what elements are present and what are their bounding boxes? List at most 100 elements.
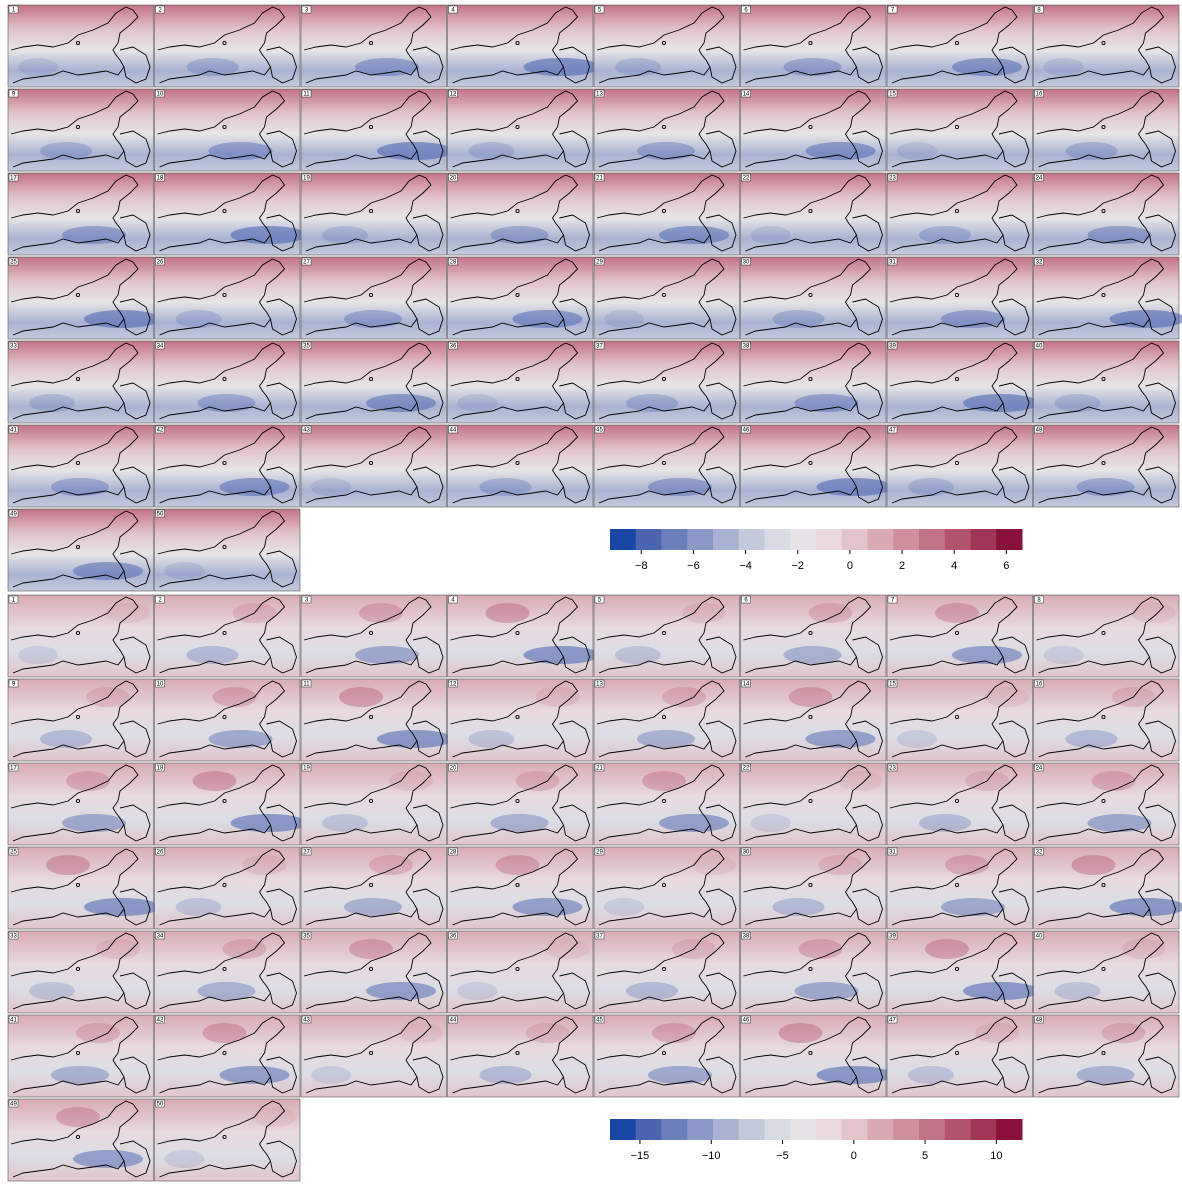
panel-label: 31 bbox=[889, 259, 896, 265]
map-panel: 7 bbox=[887, 5, 1033, 87]
map-panel: 23 bbox=[887, 763, 1033, 845]
colorbar-swatch bbox=[713, 1119, 739, 1140]
map-panel: 13 bbox=[594, 679, 740, 761]
map-panel: 14 bbox=[741, 679, 887, 761]
map-shading bbox=[806, 142, 876, 160]
map-panel: 1 bbox=[8, 5, 154, 87]
map-shading bbox=[18, 58, 58, 76]
map-panel: 24 bbox=[1034, 763, 1180, 845]
colorbar-swatch bbox=[790, 529, 816, 550]
panel-label: 17 bbox=[10, 765, 17, 771]
map-panel: 9 bbox=[8, 679, 154, 761]
map-shading bbox=[399, 1023, 443, 1043]
panel-label: 46 bbox=[743, 427, 750, 433]
map-panel: 7 bbox=[887, 595, 1033, 677]
panel-label: 25 bbox=[10, 849, 17, 855]
panel-label: 22 bbox=[743, 175, 750, 181]
map-shading bbox=[626, 982, 678, 1000]
map-shading bbox=[1055, 982, 1101, 1000]
colorbar-swatch bbox=[816, 1119, 842, 1140]
map-shading bbox=[311, 1066, 351, 1084]
panel-label: 44 bbox=[450, 427, 457, 433]
map-shading bbox=[637, 730, 695, 748]
map-panel: 50 bbox=[155, 509, 301, 591]
map-panel: 40 bbox=[1034, 341, 1180, 423]
panel-label: 41 bbox=[10, 1017, 17, 1023]
map-panel: 35 bbox=[301, 341, 447, 423]
map-panel: 18 bbox=[155, 173, 307, 255]
panel-label: 36 bbox=[450, 343, 457, 349]
panel-label: 29 bbox=[596, 849, 603, 855]
map-shading bbox=[908, 478, 954, 496]
map-panel: 42 bbox=[155, 425, 301, 507]
panel-label: 10 bbox=[157, 681, 164, 687]
map-shading bbox=[40, 730, 92, 748]
map-panel: 38 bbox=[741, 341, 887, 423]
panel-label: 17 bbox=[10, 175, 17, 181]
map-panel: 30 bbox=[741, 847, 887, 929]
panel-label: 45 bbox=[596, 427, 603, 433]
colorbar-tick-label: −4 bbox=[739, 560, 752, 572]
map-shading bbox=[795, 982, 859, 1000]
map-shading bbox=[1072, 855, 1116, 875]
map-panel: 21 bbox=[594, 763, 740, 845]
map-panel: 25 bbox=[8, 847, 160, 929]
map-shading bbox=[751, 814, 791, 832]
colorbar-swatch bbox=[662, 1119, 688, 1140]
colorbar-tick-label: −8 bbox=[635, 560, 648, 572]
panel-label: 31 bbox=[889, 849, 896, 855]
panel-label: 39 bbox=[889, 933, 896, 939]
map-shading bbox=[604, 898, 644, 916]
map-shading bbox=[344, 310, 402, 328]
panel-label: 35 bbox=[303, 343, 310, 349]
map-shading bbox=[29, 394, 75, 412]
colorbar-swatch bbox=[636, 1119, 662, 1140]
map-panel: 8 bbox=[1034, 595, 1180, 677]
panel-label: 26 bbox=[157, 259, 164, 265]
colorbar-swatch bbox=[919, 1119, 945, 1140]
panel-label: 23 bbox=[889, 765, 896, 771]
map-shading bbox=[1044, 58, 1084, 76]
panel-label: 41 bbox=[10, 427, 17, 433]
map-shading bbox=[187, 58, 239, 76]
map-shading bbox=[919, 226, 971, 244]
map-panel: 41 bbox=[8, 1015, 154, 1097]
map-shading bbox=[40, 142, 92, 160]
map-shading bbox=[952, 58, 1022, 76]
map-shading bbox=[355, 646, 419, 664]
panel-label: 48 bbox=[1036, 427, 1043, 433]
map-shading bbox=[198, 394, 256, 412]
map-shading bbox=[486, 603, 530, 623]
colorbar-swatch bbox=[739, 529, 765, 550]
map-shading bbox=[897, 142, 937, 160]
map-panel: 35 bbox=[301, 931, 447, 1013]
map-shading bbox=[536, 687, 580, 707]
map-panel: 12 bbox=[448, 679, 594, 761]
map-shading bbox=[322, 226, 368, 244]
panel-label: 26 bbox=[157, 849, 164, 855]
map-shading bbox=[963, 394, 1039, 412]
panel-label: 49 bbox=[10, 511, 17, 517]
panel-label: 22 bbox=[743, 765, 750, 771]
map-shading bbox=[51, 478, 109, 496]
colorbar-swatch bbox=[996, 1119, 1022, 1140]
colorbar-tick-label: −2 bbox=[791, 560, 804, 572]
map-shading bbox=[366, 394, 436, 412]
map-panel: 16 bbox=[1034, 89, 1180, 171]
panel-label: 32 bbox=[1036, 849, 1043, 855]
colorbar-swatch bbox=[996, 529, 1022, 550]
map-shading bbox=[209, 730, 273, 748]
map-panel: 41 bbox=[8, 425, 154, 507]
map-panel: 46 bbox=[741, 425, 893, 507]
map-shading bbox=[919, 814, 971, 832]
panel-label: 36 bbox=[450, 933, 457, 939]
panel-label: 43 bbox=[303, 427, 310, 433]
panel-label: 20 bbox=[450, 175, 457, 181]
colorbar-tick-label: 2 bbox=[899, 560, 905, 572]
map-shading bbox=[187, 646, 239, 664]
map-shading bbox=[773, 898, 825, 916]
panel-label: 27 bbox=[303, 849, 310, 855]
map-shading bbox=[458, 394, 498, 412]
map-panel: 42 bbox=[155, 1015, 301, 1097]
map-panel: 23 bbox=[887, 173, 1033, 255]
